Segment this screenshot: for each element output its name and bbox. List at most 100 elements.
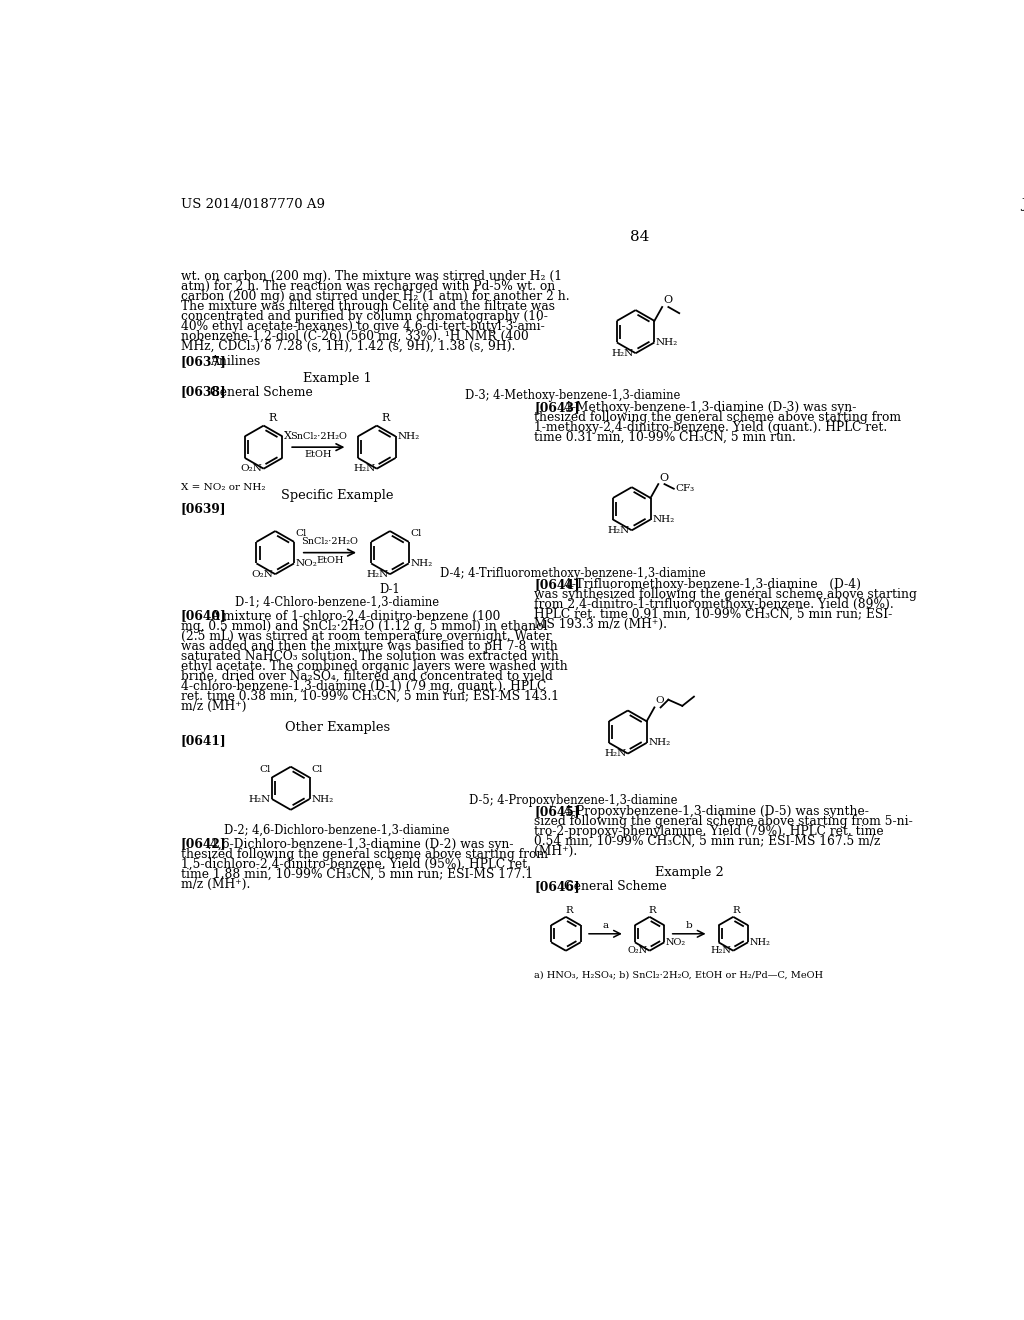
Text: [0638]: [0638] <box>180 385 226 399</box>
Text: NO₂: NO₂ <box>666 937 686 946</box>
Text: O: O <box>659 473 669 483</box>
Text: R: R <box>649 906 656 915</box>
Text: a) HNO₃, H₂SO₄; b) SnCl₂·2H₂O, EtOH or H₂/Pd—C, MeOH: a) HNO₃, H₂SO₄; b) SnCl₂·2H₂O, EtOH or H… <box>535 970 823 979</box>
Text: 4,6-Dichloro-benzene-1,3-diamine (D-2) was syn-: 4,6-Dichloro-benzene-1,3-diamine (D-2) w… <box>210 838 514 850</box>
Text: [0645]: [0645] <box>535 805 580 818</box>
Text: b: b <box>686 921 692 929</box>
Text: Example 1: Example 1 <box>303 372 372 384</box>
Text: H₂N: H₂N <box>611 348 634 358</box>
Text: ret. time 0.38 min, 10-99% CH₃CN, 5 min run; ESI-MS 143.1: ret. time 0.38 min, 10-99% CH₃CN, 5 min … <box>180 689 559 702</box>
Text: 4-Propoxybenzene-1,3-diamine (D-5) was synthe-: 4-Propoxybenzene-1,3-diamine (D-5) was s… <box>563 805 868 818</box>
Text: [0644]: [0644] <box>535 578 580 591</box>
Text: thesized following the general scheme above starting from: thesized following the general scheme ab… <box>180 847 548 861</box>
Text: H₂N: H₂N <box>711 946 732 956</box>
Text: EtOH: EtOH <box>304 450 332 459</box>
Text: NH₂: NH₂ <box>750 937 770 946</box>
Text: time 1.88 min, 10-99% CH₃CN, 5 min run; ESI-MS 177.1: time 1.88 min, 10-99% CH₃CN, 5 min run; … <box>180 867 532 880</box>
Text: R: R <box>381 413 390 422</box>
Text: NH₂: NH₂ <box>411 558 432 568</box>
Text: 4-chloro-benzene-1,3-diamine (D-1) (79 mg, quant.). HPLC: 4-chloro-benzene-1,3-diamine (D-1) (79 m… <box>180 680 546 693</box>
Text: D-1: D-1 <box>380 583 400 597</box>
Text: NH₂: NH₂ <box>656 338 678 347</box>
Text: ethyl acetate. The combined organic layers were washed with: ethyl acetate. The combined organic laye… <box>180 660 567 673</box>
Text: 0.54 min, 10-99% CH₃CN, 5 min run; ESI-MS 167.5 m/z: 0.54 min, 10-99% CH₃CN, 5 min run; ESI-M… <box>535 836 881 849</box>
Text: Specific Example: Specific Example <box>281 490 393 503</box>
Text: O₂N: O₂N <box>252 570 273 578</box>
Text: from 2,4-dinitro-1-trifluoromethoxy-benzene. Yield (89%).: from 2,4-dinitro-1-trifluoromethoxy-benz… <box>535 598 894 611</box>
Text: D-5; 4-Propoxybenzene-1,3-diamine: D-5; 4-Propoxybenzene-1,3-diamine <box>469 793 677 807</box>
Text: 4-Methoxy-benzene-1,3-diamine (D-3) was syn-: 4-Methoxy-benzene-1,3-diamine (D-3) was … <box>563 401 856 414</box>
Text: O₂N: O₂N <box>241 465 262 473</box>
Text: H₂N: H₂N <box>604 750 627 758</box>
Text: Cl: Cl <box>296 529 307 539</box>
Text: D-3; 4-Methoxy-benzene-1,3-diamine: D-3; 4-Methoxy-benzene-1,3-diamine <box>465 389 681 403</box>
Text: was added and then the mixture was basified to pH 7-8 with: was added and then the mixture was basif… <box>180 640 557 652</box>
Text: H₂N: H₂N <box>353 465 375 473</box>
Text: brine, dried over Na₂SO₄, filtered and concentrated to yield: brine, dried over Na₂SO₄, filtered and c… <box>180 669 553 682</box>
Text: [0639]: [0639] <box>180 503 226 516</box>
Text: SnCl₂·2H₂O: SnCl₂·2H₂O <box>301 537 358 546</box>
Text: O₂N: O₂N <box>628 946 648 956</box>
Text: NH₂: NH₂ <box>652 515 675 524</box>
Text: A mixture of 1-chloro-2,4-dinitro-benzene (100: A mixture of 1-chloro-2,4-dinitro-benzen… <box>210 610 501 623</box>
Text: MHz, CDCl₃) δ 7.28 (s, 1H), 1.42 (s, 9H), 1.38 (s, 9H).: MHz, CDCl₃) δ 7.28 (s, 1H), 1.42 (s, 9H)… <box>180 341 515 354</box>
Text: D-4; 4-Trifluoromethoxy-benzene-1,3-diamine: D-4; 4-Trifluoromethoxy-benzene-1,3-diam… <box>440 566 706 579</box>
Text: General Scheme: General Scheme <box>210 385 313 399</box>
Text: D-2; 4,6-Dichloro-benzene-1,3-diamine: D-2; 4,6-Dichloro-benzene-1,3-diamine <box>224 824 450 837</box>
Text: Anilines: Anilines <box>210 355 260 368</box>
Text: O: O <box>655 696 664 705</box>
Text: wt. on carbon (200 mg). The mixture was stirred under H₂ (1: wt. on carbon (200 mg). The mixture was … <box>180 271 562 282</box>
Text: m/z (MH⁺).: m/z (MH⁺). <box>180 878 250 891</box>
Text: Other Examples: Other Examples <box>285 721 390 734</box>
Text: US 2014/0187770 A9: US 2014/0187770 A9 <box>180 198 325 211</box>
Text: CF₃: CF₃ <box>676 484 694 494</box>
Text: 40% ethyl acetate-hexanes) to give 4,6-di-tert-butyl-3-ami-: 40% ethyl acetate-hexanes) to give 4,6-d… <box>180 321 545 333</box>
Text: saturated NaHCO₃ solution. The solution was extracted with: saturated NaHCO₃ solution. The solution … <box>180 649 558 663</box>
Text: H₂N: H₂N <box>248 795 270 804</box>
Text: sized following the general scheme above starting from 5-ni-: sized following the general scheme above… <box>535 816 912 828</box>
Text: atm) for 2 h. The reaction was recharged with Pd-5% wt. on: atm) for 2 h. The reaction was recharged… <box>180 280 555 293</box>
Text: [0637]: [0637] <box>180 355 226 368</box>
Text: R: R <box>732 906 740 915</box>
Text: [0642]: [0642] <box>180 838 226 850</box>
Text: was synthesized following the general scheme above starting: was synthesized following the general sc… <box>535 589 916 601</box>
Text: R: R <box>268 413 276 422</box>
Text: [0643]: [0643] <box>535 401 580 414</box>
Text: R: R <box>565 906 572 915</box>
Text: 1,5-dichloro-2,4-dinitro-benzene. Yield (95%). HPLC ret.: 1,5-dichloro-2,4-dinitro-benzene. Yield … <box>180 858 530 871</box>
Text: X = NO₂ or NH₂: X = NO₂ or NH₂ <box>180 483 265 491</box>
Text: NO₂: NO₂ <box>296 558 317 568</box>
Text: The mixture was filtered through Celite and the filtrate was: The mixture was filtered through Celite … <box>180 300 555 313</box>
Text: Jul. 3, 2014: Jul. 3, 2014 <box>1021 198 1024 211</box>
Text: Example 2: Example 2 <box>654 866 724 879</box>
Text: EtOH: EtOH <box>316 556 344 565</box>
Text: [0640]: [0640] <box>180 610 226 623</box>
Text: H₂N: H₂N <box>608 525 630 535</box>
Text: m/z (MH⁺): m/z (MH⁺) <box>180 700 246 713</box>
Text: carbon (200 mg) and stirred under H₂ (1 atm) for another 2 h.: carbon (200 mg) and stirred under H₂ (1 … <box>180 290 569 304</box>
Text: nobenzene-1,2-diol (C-26) (560 mg, 33%). ¹H NMR (400: nobenzene-1,2-diol (C-26) (560 mg, 33%).… <box>180 330 528 343</box>
Text: 4-Trifluoromethoxy-benzene-1,3-diamine   (D-4): 4-Trifluoromethoxy-benzene-1,3-diamine (… <box>563 578 860 591</box>
Text: Cl: Cl <box>311 764 323 774</box>
Text: X: X <box>284 432 292 441</box>
Text: General Scheme: General Scheme <box>563 880 667 892</box>
Text: (2.5 mL) was stirred at room temperature overnight. Water: (2.5 mL) was stirred at room temperature… <box>180 630 551 643</box>
Text: concentrated and purified by column chromatography (10-: concentrated and purified by column chro… <box>180 310 548 323</box>
Text: Cl: Cl <box>259 764 270 774</box>
Text: HPLC ret. time 0.91 min, 10-99% CH₃CN, 5 min run; ESI-: HPLC ret. time 0.91 min, 10-99% CH₃CN, 5… <box>535 609 892 622</box>
Text: mg, 0.5 mmol) and SnCl₂·2H₂O (1.12 g, 5 mmol) in ethanol: mg, 0.5 mmol) and SnCl₂·2H₂O (1.12 g, 5 … <box>180 619 547 632</box>
Text: [0641]: [0641] <box>180 734 226 747</box>
Text: NH₂: NH₂ <box>648 738 671 747</box>
Text: 84: 84 <box>630 230 649 244</box>
Text: [0646]: [0646] <box>535 880 580 892</box>
Text: NH₂: NH₂ <box>397 432 420 441</box>
Text: a: a <box>602 921 608 929</box>
Text: 1-methoxy-2,4-dinitro-benzene. Yield (quant.). HPLC ret.: 1-methoxy-2,4-dinitro-benzene. Yield (qu… <box>535 421 888 434</box>
Text: NH₂: NH₂ <box>311 795 334 804</box>
Text: time 0.31 min, 10-99% CH₃CN, 5 min run.: time 0.31 min, 10-99% CH₃CN, 5 min run. <box>535 430 796 444</box>
Text: MS 193.3 m/z (MH⁺).: MS 193.3 m/z (MH⁺). <box>535 618 667 631</box>
Text: (MH⁺).: (MH⁺). <box>535 845 578 858</box>
Text: SnCl₂·2H₂O: SnCl₂·2H₂O <box>290 432 347 441</box>
Text: O: O <box>664 296 673 305</box>
Text: tro-2-propoxy-phenylamine. Yield (79%). HPLC ret. time: tro-2-propoxy-phenylamine. Yield (79%). … <box>535 825 884 838</box>
